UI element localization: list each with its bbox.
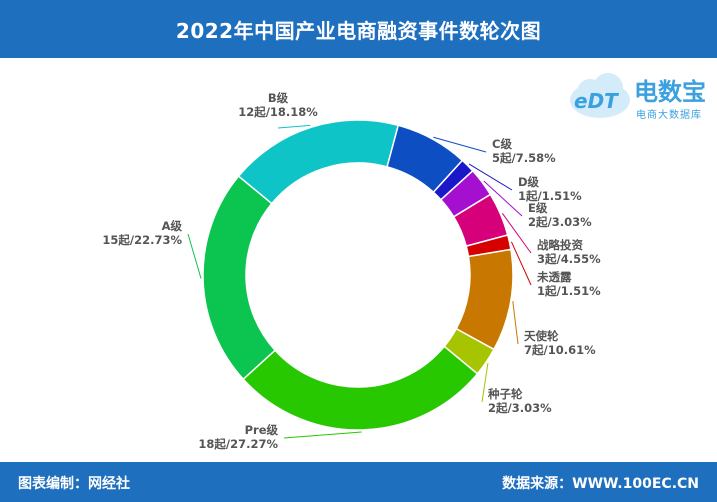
chart-header: 2022年中国产业电商融资事件数轮次图 [0,0,717,58]
slice-name-label: Pre级 [245,423,279,437]
leader-line-8 [481,363,489,403]
chart-title: 2022年中国产业电商融资事件数轮次图 [175,18,542,43]
slice-name-label: B级 [268,91,289,105]
footer-credit: 图表编制：网经社 [18,476,130,492]
leader-line-3 [468,163,513,191]
leader-line-4 [483,180,523,217]
leader-lines [187,124,532,439]
slice-9 [242,345,479,431]
footer-source: 数据来源：WWW.100EC.CN [502,476,699,492]
leader-line-5 [501,213,532,254]
leader-line-9 [283,431,362,439]
slice-name-label: 未透露 [536,270,572,284]
leader-line-6 [510,241,532,286]
cloud-logo-icon: eDT [570,73,630,118]
slice-value-label: 2起/3.03% [488,401,552,415]
slice-name-label: A级 [162,219,183,233]
donut-slices [202,119,514,431]
leader-line-10 [187,233,202,279]
leader-line-1 [277,124,311,129]
slice-value-label: 5起/7.58% [492,151,556,165]
leader-line-7 [512,301,519,345]
slice-name-label: 战略投资 [537,238,583,252]
slice-name-label: E级 [528,201,548,215]
slice-value-label: 2起/3.03% [528,215,592,229]
slice-value-label: 1起/1.51% [518,189,582,203]
slice-value-label: 3起/4.55% [537,252,601,266]
slice-value-label: 12起/18.18% [238,105,318,119]
slice-labels: B级12起/18.18%C级5起/7.58%D级1起/1.51%E级2起/3.0… [102,91,601,451]
donut-chart: B级12起/18.18%C级5起/7.58%D级1起/1.51%E级2起/3.0… [102,91,601,451]
slice-name-label: C级 [492,137,512,151]
logo-brand: 电数宝 [634,78,706,106]
logo-mark: eDT [574,89,619,113]
logo-tagline: 电商大数据库 [636,110,702,121]
logo: eDT 电数宝 电商大数据库 [566,66,716,126]
slice-value-label: 1起/1.51% [537,284,601,298]
chart-footer: 图表编制：网经社 数据来源：WWW.100EC.CN [0,462,717,502]
slice-1 [237,119,400,205]
slice-name-label: 种子轮 [487,387,523,401]
slice-name-label: 天使轮 [524,329,559,343]
slice-value-label: 15起/22.73% [102,233,182,247]
slice-10 [202,175,277,381]
leader-line-2 [433,136,487,153]
slice-value-label: 7起/10.61% [524,343,596,357]
slice-name-label: D级 [518,175,540,189]
slice-value-label: 18起/27.27% [198,437,278,451]
